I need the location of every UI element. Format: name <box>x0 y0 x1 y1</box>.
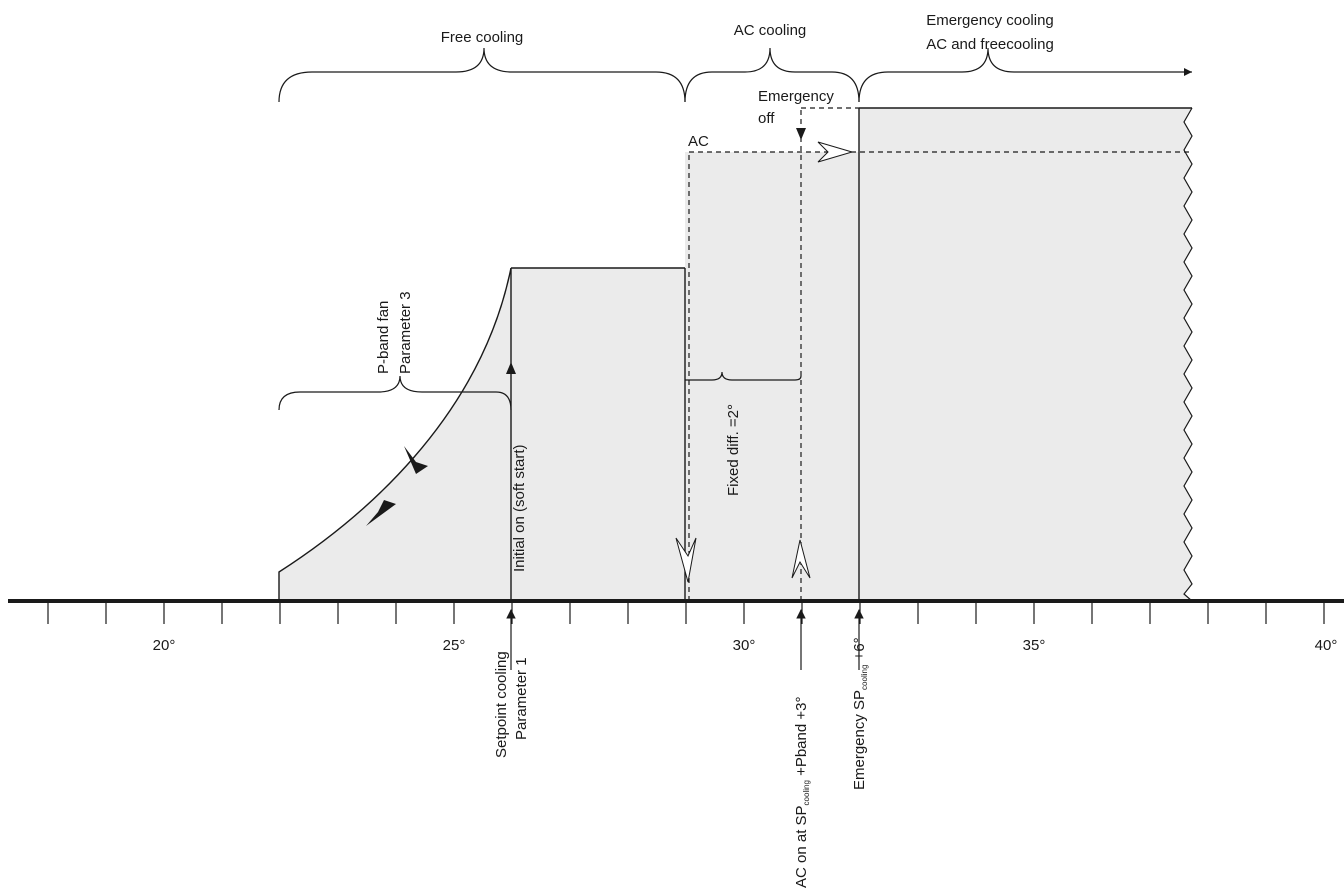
tick-label-20: 20° <box>153 637 176 654</box>
top-braces <box>278 47 1192 103</box>
zigzag-edge <box>1183 107 1193 602</box>
dashed-lines <box>688 107 1192 601</box>
free-cooling-label: Free cooling <box>441 29 524 46</box>
setpoint-label-1: Setpoint cooling <box>493 651 510 758</box>
emergency-off-label-1: Emergency <box>758 88 834 105</box>
emergency-off-arrow <box>796 128 806 140</box>
tick-label-25: 25° <box>443 637 466 654</box>
tick-label-40: 40° <box>1315 637 1338 654</box>
tick-label-35: 35° <box>1023 637 1046 654</box>
axis-ticks <box>47 603 1325 624</box>
emergency-off-label-2: off <box>758 110 775 127</box>
pband-label-1: P-band fan <box>375 301 392 374</box>
ac-freecooling-label: AC and freecooling <box>926 36 1054 53</box>
shaded-region <box>279 108 1192 601</box>
initial-on-arrow <box>506 362 516 374</box>
setpoint-label-2: Parameter 1 <box>513 657 530 740</box>
ac-on-arrow <box>791 539 811 579</box>
ac-level-label: AC <box>688 133 709 150</box>
emergency-range-arrow <box>1184 68 1192 76</box>
ac-cooling-label: AC cooling <box>734 22 807 39</box>
curve-arrow-down <box>404 446 428 474</box>
ac-off-arrow <box>675 537 697 583</box>
tick-label-30: 30° <box>733 637 756 654</box>
fan-curve <box>278 267 512 601</box>
ac-on-label: AC on at SPcooling +Pband +3° <box>793 697 811 888</box>
curve-arrow-up <box>366 500 396 526</box>
pband-label-2: Parameter 3 <box>397 291 414 374</box>
emergency-cooling-label: Emergency cooling <box>926 12 1054 29</box>
emergency-sp-label: Emergency SPcooling +6° <box>851 637 869 790</box>
pband-brace <box>278 371 802 411</box>
initial-on-label: Initial on (soft start) <box>511 444 528 572</box>
fixed-diff-label: Fixed diff. =2° <box>725 404 742 496</box>
ac-level-arrow <box>817 141 854 163</box>
